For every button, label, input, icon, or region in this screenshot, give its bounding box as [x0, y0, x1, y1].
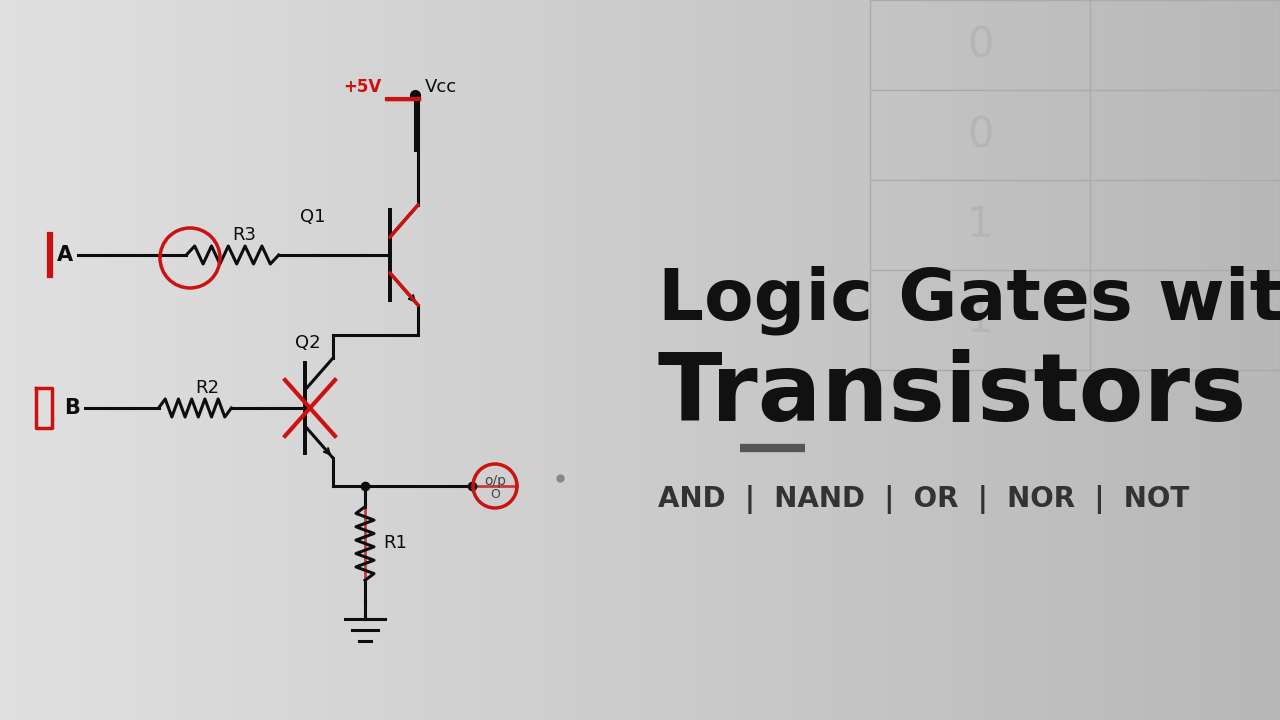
Text: Q2: Q2 — [294, 334, 320, 352]
Text: R1: R1 — [383, 534, 407, 552]
Text: B: B — [64, 398, 79, 418]
Text: Vcc: Vcc — [425, 78, 457, 96]
Text: R3: R3 — [233, 226, 256, 244]
Text: AND  |  NAND  |  OR  |  NOR  |  NOT: AND | NAND | OR | NOR | NOT — [658, 485, 1189, 515]
Text: o/p: o/p — [484, 474, 506, 488]
Text: 0: 0 — [966, 24, 993, 66]
Text: Q1: Q1 — [300, 208, 325, 226]
Text: 1: 1 — [966, 299, 993, 341]
Text: R2: R2 — [195, 379, 219, 397]
Text: O: O — [490, 488, 500, 502]
Text: Transistors: Transistors — [658, 349, 1248, 441]
Text: A: A — [56, 245, 73, 265]
Text: 1: 1 — [966, 204, 993, 246]
Text: Logic Gates with: Logic Gates with — [658, 265, 1280, 335]
Text: 0: 0 — [966, 114, 993, 156]
Text: +5V: +5V — [343, 78, 381, 96]
